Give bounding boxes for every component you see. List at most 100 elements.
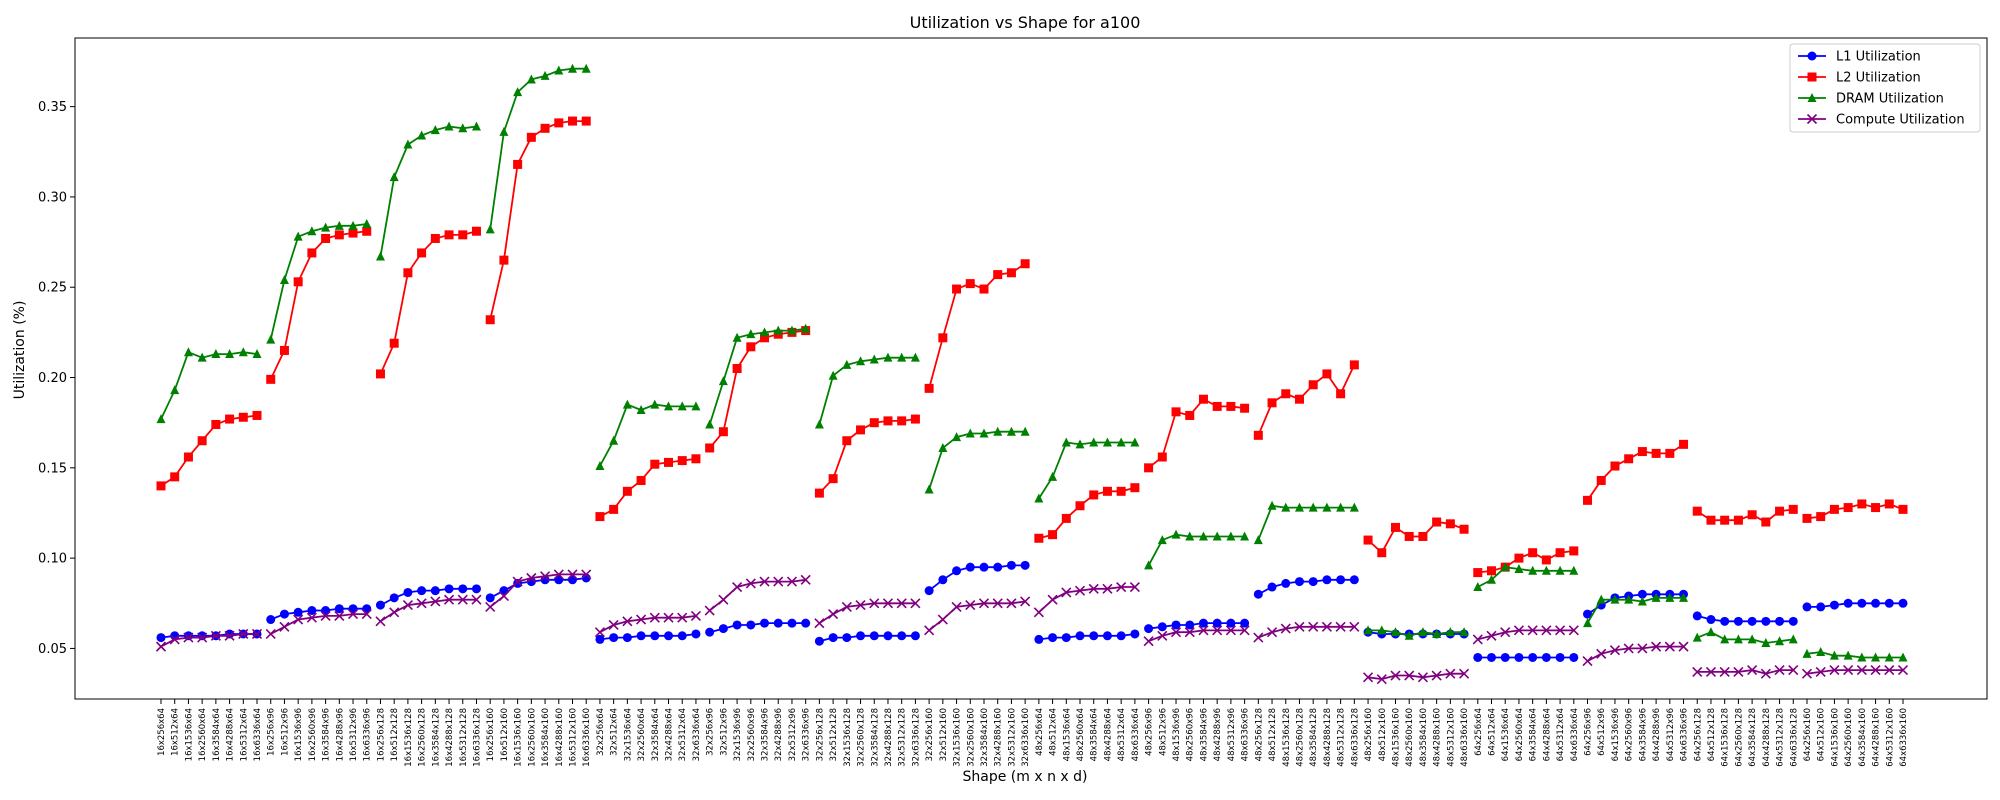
data-point xyxy=(677,612,688,623)
data-point xyxy=(1788,616,1798,626)
data-point xyxy=(1583,618,1593,628)
data-point xyxy=(1487,574,1497,584)
x-tick-label: 16x6336x128 xyxy=(472,708,482,767)
x-tick-label: 48x1536x128 xyxy=(1282,708,1292,767)
data-point xyxy=(1871,503,1881,513)
x-tick-label: 48x512x128 xyxy=(1268,708,1278,761)
data-point xyxy=(334,604,344,614)
data-point xyxy=(705,627,715,637)
data-point xyxy=(1267,500,1277,510)
data-point xyxy=(553,569,564,580)
x-tick-label: 32x1536x128 xyxy=(843,708,853,767)
data-point xyxy=(622,616,633,627)
data-point xyxy=(732,581,743,593)
x-tick-label: 64x5312x128 xyxy=(1776,708,1786,767)
data-point xyxy=(1692,506,1702,516)
data-point xyxy=(1349,575,1359,585)
data-point xyxy=(567,63,577,73)
data-point xyxy=(1198,618,1208,628)
data-point xyxy=(746,620,756,630)
data-point xyxy=(1281,502,1291,512)
data-point xyxy=(1404,531,1414,541)
data-point xyxy=(1349,360,1359,370)
data-point xyxy=(1266,627,1278,638)
data-point xyxy=(554,118,564,128)
data-point xyxy=(526,132,536,142)
data-point xyxy=(279,609,289,619)
data-point xyxy=(1692,611,1702,621)
data-point xyxy=(1596,648,1607,659)
x-tick-label: 64x512x64 xyxy=(1488,708,1498,756)
data-point xyxy=(266,334,276,344)
x-tick-label: 48x6336x128 xyxy=(1350,708,1360,767)
data-point xyxy=(320,610,331,621)
data-point xyxy=(1637,447,1647,457)
data-point xyxy=(430,596,441,607)
data-point xyxy=(924,484,934,494)
data-point xyxy=(1459,627,1469,637)
x-tick-label: 32x2560x96 xyxy=(747,708,757,761)
data-point xyxy=(1857,598,1867,608)
data-point xyxy=(1418,531,1428,541)
data-point xyxy=(786,576,798,587)
x-tick-label: 64x5312x160 xyxy=(1885,708,1895,767)
data-point xyxy=(937,614,948,625)
data-point xyxy=(993,426,1003,436)
data-point xyxy=(1761,638,1771,648)
data-point xyxy=(869,418,879,428)
data-point xyxy=(650,459,660,469)
x-tick-label: 32x6336x64 xyxy=(692,708,702,761)
data-point xyxy=(1761,616,1771,626)
data-point xyxy=(1417,672,1428,683)
x-tick-label: 64x5312x64 xyxy=(1556,708,1566,761)
data-point xyxy=(1541,565,1551,575)
series-line xyxy=(1148,629,1245,643)
data-point xyxy=(1843,650,1853,660)
data-point xyxy=(1253,535,1263,545)
data-point xyxy=(1856,665,1867,676)
data-point xyxy=(155,641,167,652)
data-point xyxy=(1692,632,1702,642)
data-point xyxy=(1569,565,1579,575)
data-point xyxy=(485,601,496,612)
data-point xyxy=(321,233,331,243)
x-tick-label: 32x2560x160 xyxy=(966,708,976,767)
data-point xyxy=(1733,634,1743,644)
data-point xyxy=(938,333,948,343)
data-point xyxy=(924,383,934,393)
data-point xyxy=(1404,670,1415,681)
data-point xyxy=(1048,530,1058,540)
data-point xyxy=(1500,652,1510,662)
data-point xyxy=(1198,531,1208,541)
data-point xyxy=(760,618,770,628)
x-tick-label: 16x2560x128 xyxy=(418,708,428,767)
data-point xyxy=(1349,621,1360,632)
data-point xyxy=(1212,625,1223,636)
x-tick-label: 48x512x96 xyxy=(1158,708,1168,756)
x-tick-label: 48x256x64 xyxy=(1035,708,1045,756)
data-point xyxy=(1473,568,1483,578)
data-point xyxy=(238,412,248,422)
data-point xyxy=(1061,633,1071,643)
data-point xyxy=(1678,641,1689,652)
data-point xyxy=(993,270,1003,280)
data-point xyxy=(1061,513,1071,523)
data-point xyxy=(677,631,687,641)
data-point xyxy=(979,428,989,438)
data-point xyxy=(595,512,605,522)
data-point xyxy=(979,284,989,294)
plot-series xyxy=(155,63,1909,685)
data-point xyxy=(1363,535,1373,545)
data-point xyxy=(1226,531,1236,541)
data-point xyxy=(170,385,180,395)
data-point xyxy=(238,628,249,640)
data-point xyxy=(361,609,372,620)
data-point xyxy=(910,631,920,641)
data-point xyxy=(732,332,742,342)
data-point xyxy=(1198,394,1208,404)
x-tick-label: 48x256x96 xyxy=(1145,708,1155,756)
data-point xyxy=(1390,522,1400,532)
data-point xyxy=(965,279,975,289)
data-point xyxy=(952,284,962,294)
x-tick-label: 48x1536x160 xyxy=(1391,708,1401,767)
